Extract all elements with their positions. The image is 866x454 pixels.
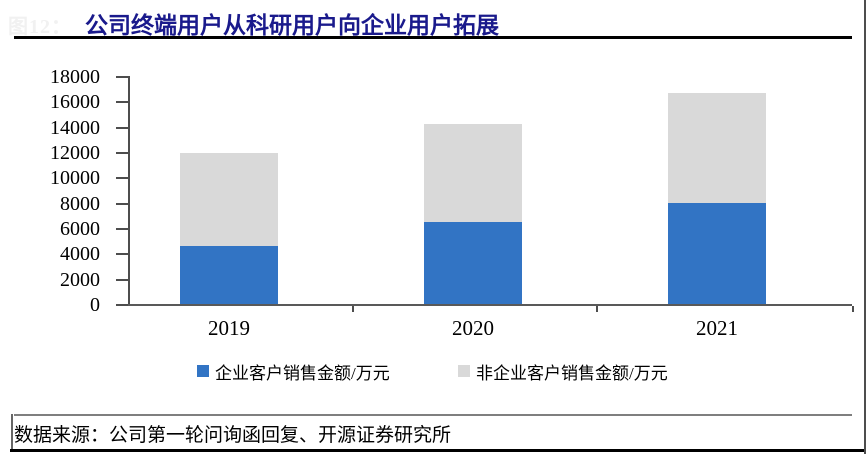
- left-border-stub: [11, 414, 13, 451]
- y-axis-label: 4000: [60, 243, 100, 266]
- chart-title: 公司终端用户从科研用户向企业用户拓展: [85, 13, 499, 38]
- y-axis-label: 16000: [50, 91, 100, 114]
- y-axis-tick: [116, 253, 128, 256]
- x-axis: [128, 304, 852, 306]
- legend-swatch-enterprise-icon: [197, 365, 209, 377]
- figure-number-watermark: 图12：: [8, 16, 72, 38]
- data-source: 数据来源：公司第一轮问询函回复、开源证券研究所: [14, 425, 452, 446]
- legend-item-enterprise: 企业客户销售金额/万元: [197, 361, 390, 383]
- bar-2021-enterprise: [668, 202, 766, 304]
- bar-2021-non-enterprise: [668, 93, 766, 203]
- x-axis-tick: [596, 306, 598, 312]
- bar-2019-non-enterprise: [180, 153, 278, 246]
- right-border-line: [864, 0, 866, 454]
- y-axis-label: 6000: [60, 218, 100, 240]
- x-axis-label: 2020: [452, 316, 494, 340]
- legend-item-non-enterprise: 非企业客户销售金额/万元: [458, 361, 668, 383]
- bar-2020-enterprise: [424, 221, 522, 304]
- legend-label-enterprise: 企业客户销售金额/万元: [215, 363, 390, 383]
- y-axis-tick: [116, 304, 128, 306]
- x-axis-label: 2019: [208, 316, 250, 340]
- legend-label-non-enterprise: 非企业客户销售金额/万元: [476, 363, 668, 383]
- y-axis-tick: [116, 177, 128, 180]
- y-axis-label: 12000: [50, 142, 100, 164]
- y-axis-tick: [116, 228, 128, 230]
- y-axis-tick: [116, 152, 128, 154]
- y-axis: [128, 76, 130, 306]
- y-axis-tick: [116, 278, 128, 281]
- y-axis-tick: [116, 76, 128, 78]
- x-axis-tick: [352, 306, 354, 312]
- y-axis-label: 14000: [50, 116, 100, 139]
- y-axis-label: 2000: [60, 268, 100, 291]
- title-underline: [14, 36, 852, 39]
- y-axis-tick: [116, 126, 128, 129]
- y-axis-tick: [116, 202, 128, 205]
- bar-2020-non-enterprise: [424, 124, 522, 222]
- y-axis-label: 18000: [50, 66, 100, 88]
- y-axis-label: 0: [90, 294, 100, 316]
- bottom-border-line: [10, 449, 866, 452]
- source-divider-line: [14, 414, 852, 416]
- y-axis-label: 8000: [60, 192, 100, 215]
- x-axis-tick: [852, 306, 854, 312]
- y-axis-label: 10000: [50, 167, 100, 190]
- x-axis-label: 2021: [696, 316, 738, 340]
- bar-2019-enterprise: [180, 245, 278, 304]
- legend-swatch-non-enterprise-icon: [458, 365, 470, 377]
- y-axis-tick: [116, 101, 128, 104]
